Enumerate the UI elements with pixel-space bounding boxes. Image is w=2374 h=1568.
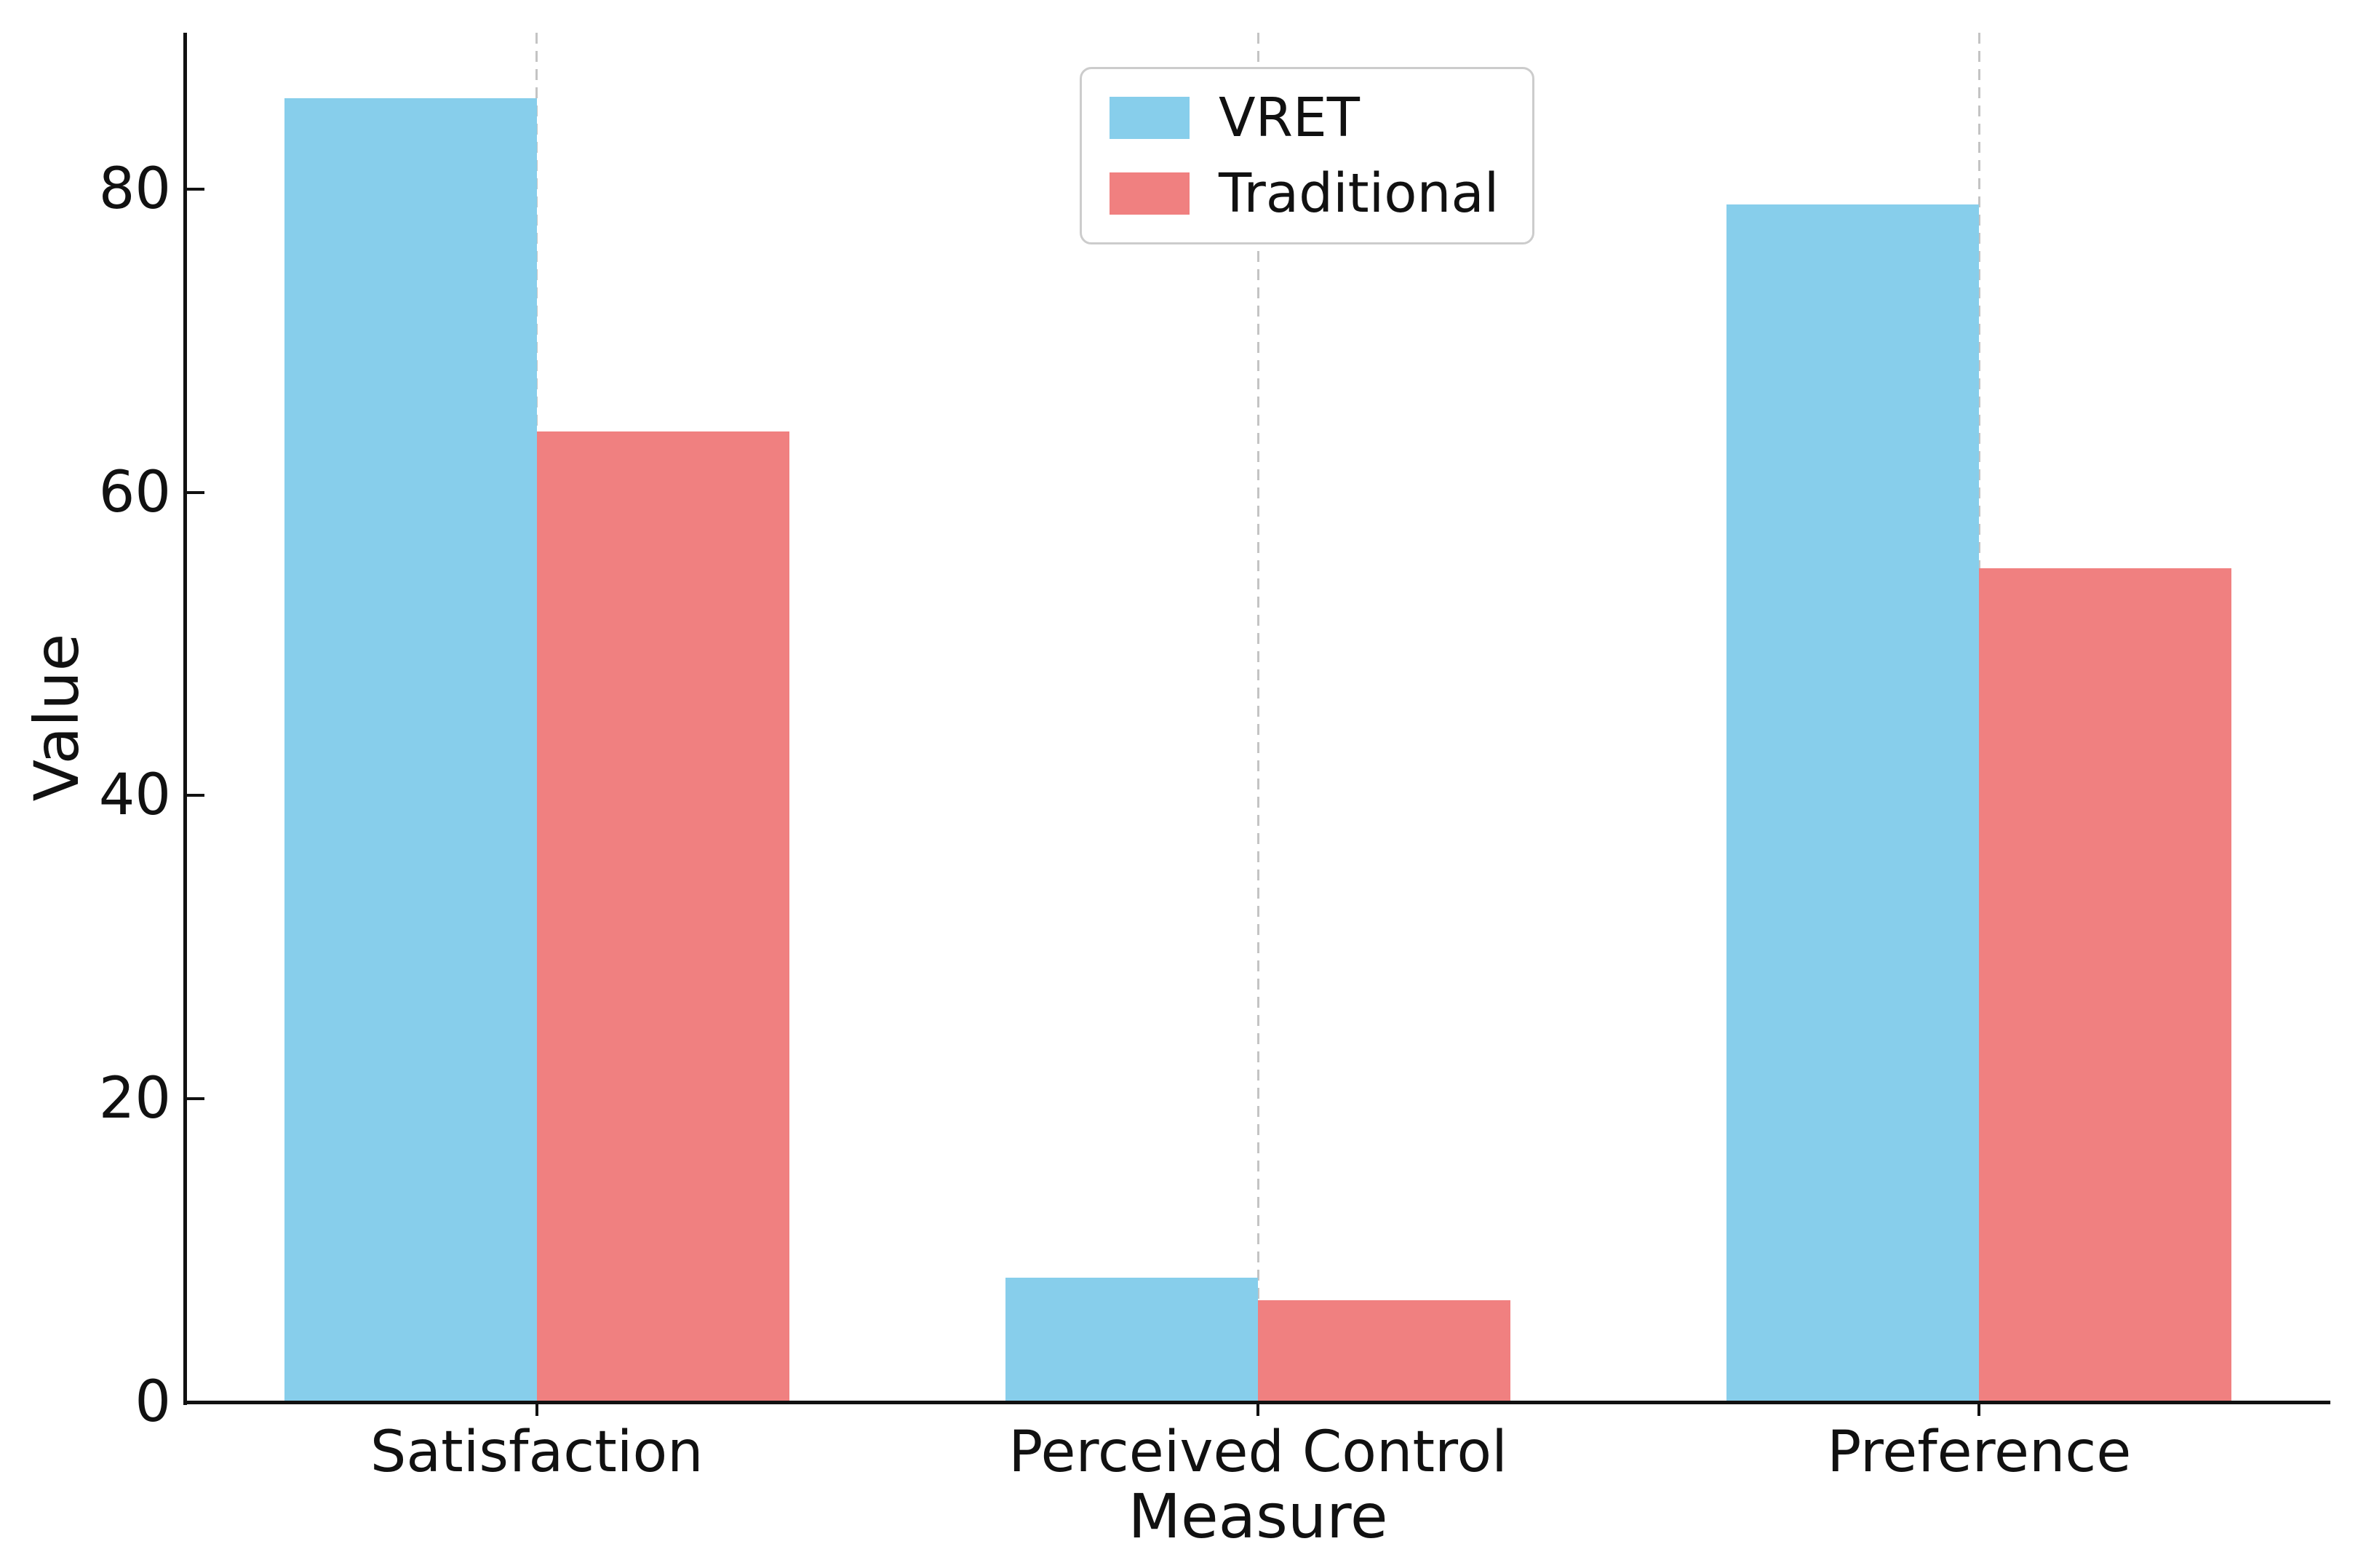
legend-label-traditional: Traditional xyxy=(1219,162,1499,225)
x-category-label-satisfaction: Satisfaction xyxy=(370,1420,704,1485)
x-category-label-perceived-control: Perceived Control xyxy=(1008,1420,1507,1485)
y-tick-20 xyxy=(186,1097,204,1101)
x-tick-preference xyxy=(1977,1404,1981,1416)
x-tick-perceived-control xyxy=(1256,1404,1259,1416)
bar-traditional-preference xyxy=(1979,568,2232,1402)
y-axis-spine xyxy=(183,33,187,1405)
bar-vret-satisfaction xyxy=(284,97,537,1402)
legend-label-vret: VRET xyxy=(1219,87,1360,149)
x-axis-spine xyxy=(183,1401,2330,1404)
x-tick-satisfaction xyxy=(535,1404,538,1416)
y-tick-label-20: 20 xyxy=(98,1066,171,1132)
y-tick-40 xyxy=(186,794,204,797)
y-tick-60 xyxy=(186,490,204,494)
bar-vret-perceived-control xyxy=(1005,1278,1258,1402)
legend-item-vret: VRET xyxy=(1110,91,1499,145)
legend-swatch-traditional xyxy=(1110,172,1190,215)
y-tick-label-40: 40 xyxy=(98,763,171,829)
y-tick-label-0: 0 xyxy=(135,1369,171,1435)
y-tick-label-60: 60 xyxy=(98,459,171,525)
bar-traditional-perceived-control xyxy=(1258,1300,1510,1402)
gridline-perceived-control xyxy=(1256,33,1259,1402)
y-tick-80 xyxy=(186,187,204,191)
legend-swatch-vret xyxy=(1110,97,1190,139)
y-tick-label-80: 80 xyxy=(98,156,171,222)
legend: VRET Traditional xyxy=(1080,67,1535,244)
x-axis-title: Measure xyxy=(1128,1481,1388,1552)
bar-vret-preference xyxy=(1726,204,1980,1402)
legend-item-traditional: Traditional xyxy=(1110,167,1499,220)
y-tick-0 xyxy=(186,1401,204,1404)
bar-traditional-satisfaction xyxy=(536,431,789,1402)
x-category-label-preference: Preference xyxy=(1827,1420,2132,1485)
